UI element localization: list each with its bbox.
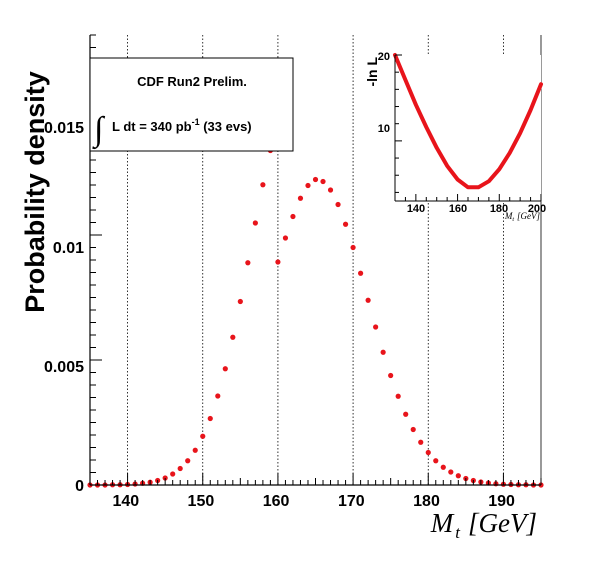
data-point [380, 349, 386, 355]
main-ticks [89, 34, 542, 486]
data-point [290, 213, 296, 220]
inset-x-axis-title: Mt [GeV] [504, 211, 541, 223]
inset-x-tick-label: 180 [490, 203, 508, 215]
data-point [418, 439, 424, 445]
inset-ticks [394, 54, 542, 201]
x-tick-label: 160 [263, 493, 290, 510]
inset-x-axis-variable: M [504, 211, 513, 221]
x-axis-title-variable: M [430, 508, 455, 538]
x-tick-label: 170 [338, 493, 365, 510]
data-point [410, 426, 416, 433]
annotation-title: CDF Run2 Prelim. [137, 74, 247, 89]
inset-x-tick-label: 140 [407, 203, 425, 215]
data-point [342, 221, 349, 227]
data-point [222, 366, 228, 372]
data-point [170, 471, 176, 477]
y-tick-label: 0.01 [53, 240, 84, 257]
data-point [425, 449, 431, 456]
data-point [365, 297, 371, 303]
data-point [200, 433, 206, 439]
data-point [335, 201, 341, 208]
data-point [395, 393, 401, 399]
data-point [215, 393, 221, 399]
data-point [297, 195, 304, 201]
data-point [350, 244, 356, 251]
x-tick-label: 180 [413, 493, 440, 510]
data-point [358, 270, 364, 276]
data-point [252, 220, 258, 226]
inset-y-tick-label: 10 [378, 123, 390, 135]
data-point [327, 187, 334, 193]
data-point [440, 464, 446, 470]
y-tick-label: 0.005 [44, 359, 84, 376]
x-tick-label: 140 [112, 493, 139, 510]
data-point [207, 415, 213, 422]
main-y-axis-title: Probability density [20, 71, 50, 313]
integral-symbol: ∫ [92, 111, 106, 150]
data-point [192, 447, 198, 453]
data-point [373, 324, 379, 330]
data-point [433, 458, 439, 464]
inset-y-tick-label: 20 [378, 51, 390, 63]
data-point [320, 178, 326, 185]
luminosity-tail: (33 evs) [200, 119, 252, 134]
x-axis-title-unit: [GeV] [468, 508, 537, 538]
main-x-tick-labels: 140 150 160 170 180 190 [112, 493, 515, 510]
y-tick-label: 0 [75, 478, 84, 495]
data-point [403, 411, 409, 417]
data-point [305, 182, 311, 189]
data-point [275, 259, 281, 265]
inset-x-tick-label: 200 [528, 203, 546, 215]
data-point [448, 469, 454, 475]
data-point [260, 182, 266, 188]
inset-y-axis-title: -ln L [364, 57, 380, 87]
data-point [185, 458, 191, 464]
data-point [177, 465, 183, 472]
inset-chart: 140 160 180 200 10 20 -ln L Mt [GeV] [364, 51, 546, 223]
annotation-luminosity: L dt = 340 pb-1 (33 evs) [112, 117, 252, 134]
data-point [282, 235, 289, 241]
y-tick-label: 0.015 [44, 120, 84, 137]
data-point [388, 372, 394, 379]
inset-background [395, 55, 541, 201]
inset-x-tick-label: 160 [449, 203, 467, 215]
inset-x-axis-subscript: t [512, 217, 514, 223]
x-tick-label: 190 [488, 493, 515, 510]
inset-nll-curve [393, 53, 543, 190]
data-point [245, 260, 251, 266]
main-y-tick-labels: 0 0.005 0.01 0.015 [44, 120, 84, 495]
annotation-box: CDF Run2 Prelim. ∫ L dt = 340 pb-1 (33 e… [89, 57, 294, 152]
data-point [230, 334, 236, 340]
inset-x-axis-unit: [GeV] [517, 211, 540, 221]
inset-y-tick-labels: 10 20 [378, 51, 390, 135]
data-point [312, 176, 319, 183]
x-tick-label: 150 [188, 493, 215, 510]
annotation-frame [89, 57, 294, 152]
data-point [455, 473, 461, 479]
x-axis-title-subscript: t [455, 523, 461, 542]
data-point [237, 298, 243, 305]
luminosity-exponent: -1 [192, 117, 200, 127]
inset-x-tick-labels: 140 160 180 200 [407, 203, 546, 215]
luminosity-main: L dt = 340 pb [112, 119, 192, 134]
